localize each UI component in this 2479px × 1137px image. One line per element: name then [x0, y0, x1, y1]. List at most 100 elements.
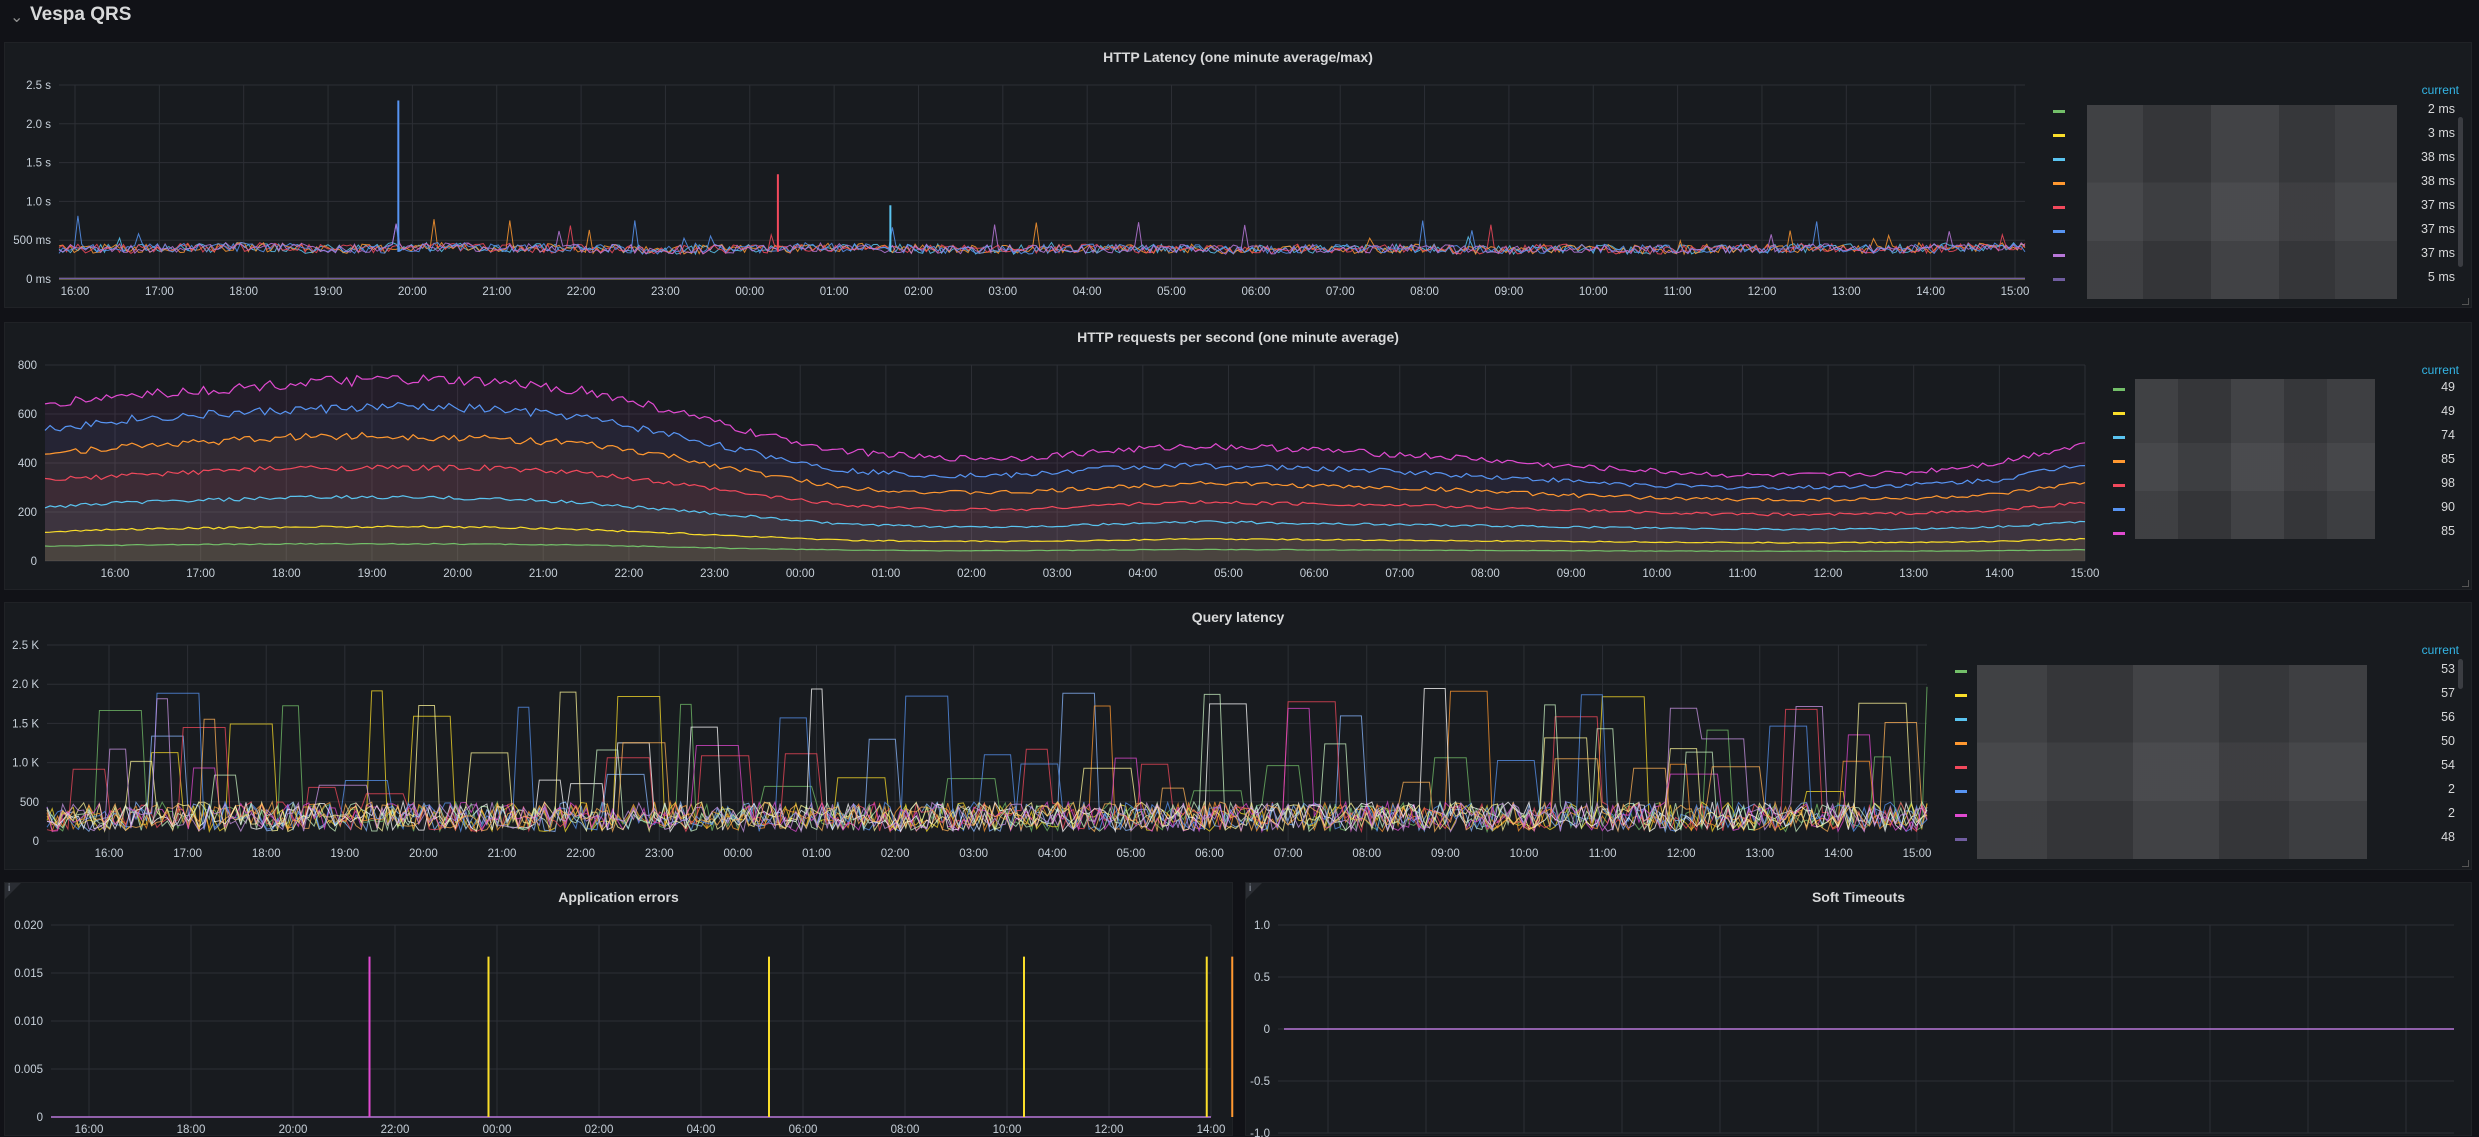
panel-title[interactable]: Application errors — [558, 889, 679, 905]
legend-color-swatch[interactable] — [2053, 206, 2065, 209]
legend-item[interactable]: 49 — [2105, 401, 2465, 425]
legend-color-swatch[interactable] — [2113, 460, 2125, 463]
series-line — [46, 692, 1928, 834]
resize-handle[interactable] — [2462, 860, 2469, 867]
x-tick-label: 09:00 — [1557, 568, 1586, 580]
resize-handle[interactable] — [2462, 298, 2469, 305]
x-tick-label: 04:00 — [1038, 848, 1067, 860]
legend-color-swatch[interactable] — [1955, 718, 1967, 721]
legend-color-swatch[interactable] — [2053, 158, 2065, 161]
legend-item[interactable]: 54 — [1947, 755, 2465, 779]
legend-item[interactable]: 98 — [2105, 473, 2465, 497]
legend-color-swatch[interactable] — [1955, 670, 1967, 673]
legend-color-swatch[interactable] — [1955, 838, 1967, 841]
chevron-down-icon[interactable]: ⌄ — [10, 9, 24, 26]
resize-handle[interactable] — [2462, 580, 2469, 587]
legend-item[interactable]: 74 — [2105, 425, 2465, 449]
legend-color-swatch[interactable] — [2053, 254, 2065, 257]
panel-info-corner[interactable] — [1246, 883, 1262, 899]
legend-item[interactable]: 48 — [1947, 827, 2465, 851]
legend-item[interactable]: 85 — [2105, 449, 2465, 473]
x-tick-label: 08:00 — [1410, 286, 1439, 298]
legend-header-current[interactable]: current — [2421, 643, 2459, 657]
legend-item[interactable]: 3 ms — [2045, 123, 2465, 147]
legend-color-swatch[interactable] — [2113, 412, 2125, 415]
legend-item[interactable]: 85 — [2105, 521, 2465, 545]
x-tick-label: 23:00 — [700, 568, 729, 580]
legend-color-swatch[interactable] — [1955, 814, 1967, 817]
x-tick-label: 13:00 — [1832, 286, 1861, 298]
legend-header-current[interactable]: current — [2421, 83, 2459, 97]
panel-soft-timeouts[interactable]: i Soft Timeouts 1.0 0.5 0 -0.5 -1.0 — [1245, 882, 2473, 1137]
legend-color-swatch[interactable] — [1955, 790, 1967, 793]
info-icon[interactable]: i — [8, 883, 11, 894]
legend-color-swatch[interactable] — [2113, 532, 2125, 535]
legend-item[interactable]: 37 ms — [2045, 243, 2465, 267]
x-tick-label: 17:00 — [186, 568, 215, 580]
legend-item[interactable]: 2 ms — [2045, 99, 2465, 123]
legend-current-value: 85 — [2441, 524, 2455, 538]
x-tick-label: 05:00 — [1117, 848, 1146, 860]
x-tick-label: 11:00 — [1589, 848, 1617, 860]
x-tick-label: 01:00 — [871, 568, 900, 580]
legend-scrollbar[interactable] — [2458, 117, 2463, 267]
legend-header-current[interactable]: current — [2421, 363, 2459, 377]
x-tick-label: 19:00 — [358, 568, 387, 580]
http-latency-graph[interactable]: 2.5 s 2.0 s 1.5 s 1.0 s 500 ms 0 ms 16:00 17:00… — [5, 43, 2045, 309]
legend-color-swatch[interactable] — [1955, 694, 1967, 697]
y-tick-label: 0 ms — [26, 274, 51, 286]
panel-title[interactable]: HTTP requests per second (one minute ave… — [1077, 329, 1399, 345]
legend-item[interactable]: 56 — [1947, 707, 2465, 731]
x-tick-label: 20:00 — [398, 286, 427, 298]
legend-item[interactable]: 49 — [2105, 377, 2465, 401]
x-tick-label: 10:00 — [1642, 568, 1671, 580]
legend-color-swatch[interactable] — [2053, 230, 2065, 233]
legend-color-swatch[interactable] — [2113, 436, 2125, 439]
legend-item[interactable]: 2 — [1947, 779, 2465, 803]
panel-application-errors[interactable]: i Application errors 0.020 0.015 0.010 0.00… — [4, 882, 1234, 1137]
legend-item[interactable]: 50 — [1947, 731, 2465, 755]
legend-color-swatch[interactable] — [2113, 484, 2125, 487]
x-tick-label: 07:00 — [1326, 286, 1355, 298]
series-line — [44, 431, 2086, 503]
x-tick-label: 23:00 — [651, 286, 680, 298]
legend-item[interactable]: 53 — [1947, 659, 2465, 683]
series-line — [46, 707, 1928, 834]
legend-color-swatch[interactable] — [2113, 508, 2125, 511]
legend-color-swatch[interactable] — [1955, 742, 1967, 745]
application-errors-graph[interactable]: 0.020 0.015 0.010 0.005 0 16:00 18:00 20:00 22:0… — [5, 883, 1234, 1137]
legend-item[interactable]: 37 ms — [2045, 219, 2465, 243]
panel-query-latency[interactable]: Query latency 2.5 K 2.0 K 1.5 K 1.0 K 500 0 16… — [4, 602, 2472, 870]
panel-http-requests[interactable]: HTTP requests per second (one minute ave… — [4, 322, 2472, 590]
x-tick-label: 03:00 — [1043, 568, 1072, 580]
soft-timeouts-graph[interactable]: 1.0 0.5 0 -0.5 -1.0 — [1246, 883, 2473, 1137]
panel-http-latency[interactable]: HTTP Latency (one minute average/max) 2.… — [4, 42, 2472, 308]
legend-item[interactable]: 57 — [1947, 683, 2465, 707]
legend-color-swatch[interactable] — [2053, 182, 2065, 185]
row-header[interactable]: ⌄ Vespa QRS — [0, 0, 2479, 36]
legend-item[interactable]: 37 ms — [2045, 195, 2465, 219]
legend: current 2 ms 3 ms 38 ms 38 ms 37 ms 37 ms 37 m… — [2045, 79, 2465, 309]
x-tick-label: 00:00 — [735, 286, 764, 298]
x-tick-label: 21:00 — [488, 848, 517, 860]
info-icon[interactable]: i — [1249, 883, 1252, 894]
legend-color-swatch[interactable] — [2053, 110, 2065, 113]
panel-title[interactable]: Soft Timeouts — [1811, 889, 1906, 905]
x-tick-label: 02:00 — [957, 568, 986, 580]
legend-item[interactable]: 38 ms — [2045, 147, 2465, 171]
legend-item[interactable]: 5 ms — [2045, 267, 2465, 291]
http-requests-graph[interactable]: 800 600 400 200 0 16:00 17:00 18:00 19:00 20:00 21… — [5, 323, 2105, 591]
legend-scrollbar[interactable] — [2458, 659, 2463, 689]
legend-color-swatch[interactable] — [2053, 134, 2065, 137]
legend-item[interactable]: 90 — [2105, 497, 2465, 521]
panel-title[interactable]: Query latency — [1191, 609, 1285, 625]
panel-title[interactable]: HTTP Latency (one minute average/max) — [1103, 49, 1373, 65]
y-tick-label: 2.5 K — [12, 640, 39, 652]
legend-color-swatch[interactable] — [2113, 388, 2125, 391]
panel-info-corner[interactable] — [5, 883, 21, 899]
query-latency-graph[interactable]: 2.5 K 2.0 K 1.5 K 1.0 K 500 0 16:00 17:00 18:00 1… — [5, 603, 1947, 871]
legend-item[interactable]: 2 — [1947, 803, 2465, 827]
legend-color-swatch[interactable] — [1955, 766, 1967, 769]
legend-item[interactable]: 38 ms — [2045, 171, 2465, 195]
legend-color-swatch[interactable] — [2053, 278, 2065, 281]
